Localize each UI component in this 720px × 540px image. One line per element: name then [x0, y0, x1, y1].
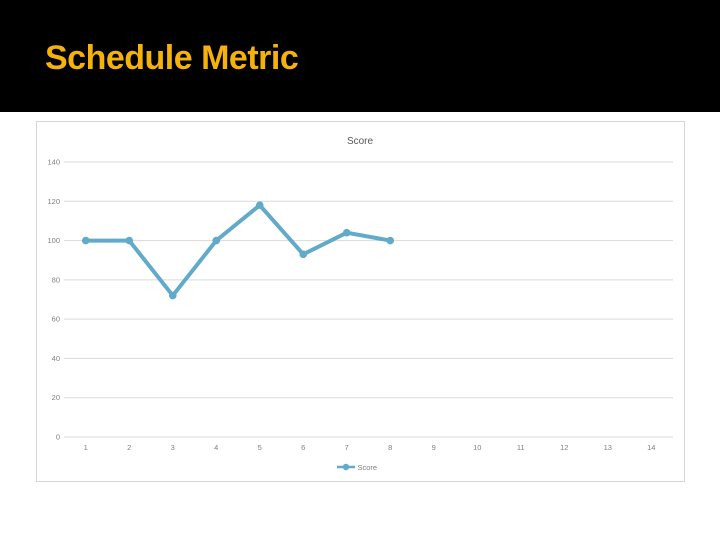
legend-label: Score: [358, 463, 378, 472]
y-tick-label: 20: [52, 393, 60, 402]
x-tick-label: 12: [560, 443, 568, 452]
y-tick-label: 100: [47, 236, 60, 245]
x-tick-label: 9: [432, 443, 436, 452]
slide-header: Schedule Metric: [0, 0, 720, 112]
slide-title: Schedule Metric: [45, 39, 299, 77]
x-tick-label: 13: [604, 443, 612, 452]
data-point: [168, 291, 177, 300]
data-point: [81, 236, 90, 245]
y-tick-label: 60: [52, 315, 60, 324]
data-point: [125, 236, 134, 245]
data-point: [212, 236, 221, 245]
x-tick-label: 14: [647, 443, 655, 452]
score-line: [83, 203, 393, 298]
data-point: [255, 201, 264, 210]
y-tick-label: 40: [52, 354, 60, 363]
x-tick-label: 5: [258, 443, 262, 452]
chart-title: Score: [347, 136, 374, 147]
x-tick-label: 3: [171, 443, 175, 452]
data-point: [386, 236, 395, 245]
x-tick-label: 4: [214, 443, 218, 452]
x-tick-label: 11: [517, 443, 525, 452]
x-tick-label: 7: [345, 443, 349, 452]
x-tick-label: 10: [473, 443, 481, 452]
y-tick-label: 80: [52, 275, 60, 284]
x-tick-label: 1: [84, 443, 88, 452]
y-tick-label: 140: [47, 158, 60, 167]
data-point: [299, 250, 308, 259]
y-tick-label: 120: [47, 197, 60, 206]
data-point: [342, 228, 351, 237]
x-tick-label: 8: [388, 443, 392, 452]
x-tick-label: 2: [127, 443, 131, 452]
chart-container: Score 0 20 40 60 80 100 120 140 1 2 3 4 5 6 7 8 9 10 11 12 13…: [36, 121, 685, 482]
x-tick-label: 6: [301, 443, 305, 452]
legend-dot-marker: [342, 463, 350, 471]
y-tick-label: 0: [56, 433, 60, 442]
